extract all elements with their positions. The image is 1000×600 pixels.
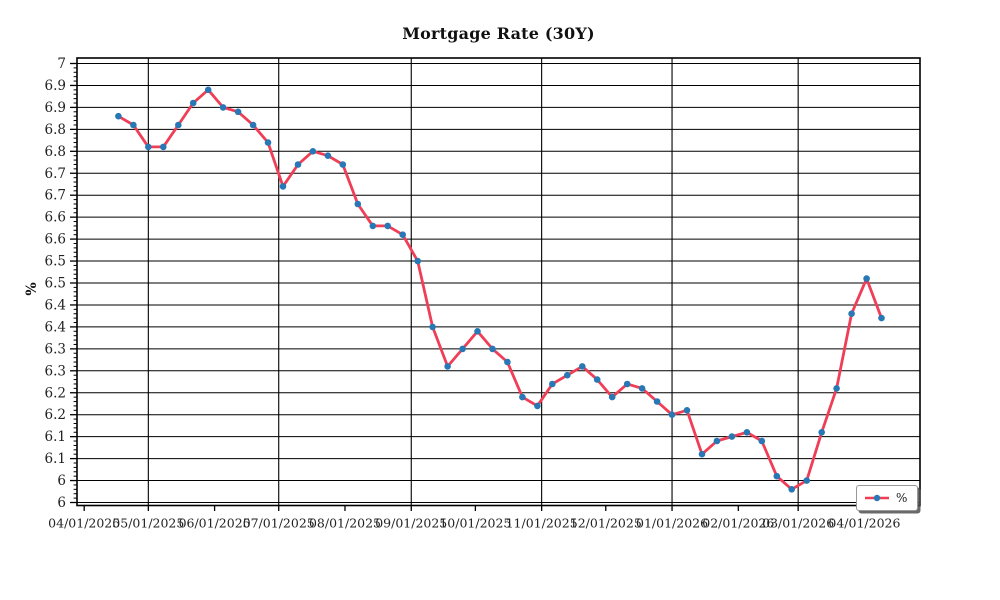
data-point-marker[interactable] (564, 371, 571, 379)
horizontal-gridlines (77, 63, 920, 503)
y-tick-label: 6.9 (45, 78, 66, 94)
data-point-marker[interactable] (175, 121, 182, 129)
data-point-marker[interactable] (593, 376, 601, 383)
y-tick-label: 6.5 (45, 276, 66, 292)
y-tick-label: 6.3 (45, 363, 66, 379)
data-point-marker[interactable] (130, 121, 137, 129)
data-point-marker[interactable] (160, 143, 167, 151)
data-point-marker[interactable] (249, 121, 257, 129)
data-point-marker[interactable] (279, 183, 287, 190)
plot-frame (76, 57, 921, 507)
data-point-marker[interactable] (728, 433, 736, 440)
data-point-marker[interactable] (324, 152, 332, 159)
x-tick-label: 09/01/2025 (375, 516, 447, 531)
data-point-marker[interactable] (399, 231, 407, 238)
y-tick-label: 6.6 (45, 210, 66, 226)
x-tick-label: 10/01/2025 (439, 516, 511, 531)
data-point-marker[interactable] (115, 112, 122, 120)
data-point-marker[interactable] (429, 323, 436, 331)
data-point-marker[interactable] (758, 437, 766, 445)
x-tick-label: 03/01/2026 (762, 516, 834, 531)
data-point-marker[interactable] (773, 472, 781, 480)
y-tick-label: 6.7 (45, 188, 66, 204)
legend[interactable]: % (856, 485, 918, 511)
data-point-marker[interactable] (683, 407, 691, 414)
data-point-marker[interactable] (803, 477, 810, 484)
y-tick-label: 6.6 (45, 232, 66, 248)
data-point-marker[interactable] (219, 104, 227, 111)
y-tick-label: 6.4 (45, 319, 66, 335)
data-point-marker[interactable] (743, 429, 751, 436)
data-point-marker[interactable] (623, 380, 631, 388)
y-tick-label: 6.3 (45, 341, 66, 357)
x-tick-label: 01/01/2026 (636, 516, 708, 531)
data-point-marker[interactable] (189, 99, 197, 107)
data-point-marker[interactable] (878, 314, 885, 322)
y-tick-label: 6 (57, 495, 66, 511)
x-tick-label: 04/01/2025 (48, 516, 120, 531)
data-point-marker[interactable] (474, 328, 481, 335)
y-tick-label: 6.1 (45, 451, 66, 467)
y-tick-label: 6.2 (45, 407, 66, 423)
chart-title: Mortgage Rate (30Y) (402, 24, 595, 43)
y-tick-label: 6.8 (45, 144, 66, 160)
data-point-marker[interactable] (504, 358, 511, 366)
x-tick-label: 02/01/2026 (702, 516, 774, 531)
data-point-marker[interactable] (354, 200, 362, 208)
data-point-marker[interactable] (608, 393, 616, 401)
data-point-marker[interactable] (145, 143, 152, 151)
vertical-gridlines (147, 58, 799, 506)
data-point-marker[interactable] (653, 398, 661, 405)
data-point-marker[interactable] (638, 385, 646, 392)
x-tick-label: 11/01/2025 (506, 516, 578, 531)
data-point-marker[interactable] (579, 363, 586, 370)
data-point-marker[interactable] (369, 222, 377, 230)
data-point-marker[interactable] (234, 108, 242, 116)
data-point-marker[interactable] (489, 345, 496, 353)
x-tick-label: 08/01/2025 (309, 516, 381, 531)
x-tick-label: 06/01/2025 (179, 516, 251, 531)
data-point-marker[interactable] (713, 437, 721, 445)
x-tick-label: 07/01/2025 (243, 516, 315, 531)
data-point-marker[interactable] (788, 486, 795, 493)
y-tick-label: 6.1 (45, 429, 66, 445)
y-tick-label: 7 (57, 56, 66, 72)
y-tick-label: 6.5 (45, 254, 66, 270)
data-point-marker[interactable] (698, 450, 706, 458)
y-tick-label: 6.7 (45, 166, 66, 182)
data-point-marker[interactable] (534, 402, 541, 410)
y-tick-label: 6.9 (45, 100, 66, 116)
y-axis-ticks: 7 6.9 6.9 6.8 6.8 6.7 6.7 6.6 6.6 6.5 6.5 6.4 6.4 6.3… (45, 56, 77, 511)
data-point-marker[interactable] (519, 393, 526, 401)
data-point-marker[interactable] (863, 275, 870, 282)
data-points (115, 86, 885, 493)
data-point-marker[interactable] (833, 385, 840, 392)
data-point-marker[interactable] (204, 86, 212, 94)
data-point-marker[interactable] (339, 161, 347, 168)
y-tick-label: 6 (57, 473, 66, 489)
data-point-marker[interactable] (264, 139, 272, 146)
x-tick-label: 12/01/2025 (570, 516, 642, 531)
legend-line-sample-icon (865, 494, 889, 502)
data-point-marker[interactable] (309, 148, 317, 155)
data-point-marker[interactable] (414, 257, 422, 265)
data-point-marker[interactable] (294, 161, 302, 168)
y-tick-label: 6.4 (45, 297, 66, 313)
x-tick-label: 04/01/2026 (828, 516, 900, 531)
data-point-marker[interactable] (549, 380, 556, 388)
data-point-marker[interactable] (459, 345, 466, 353)
y-tick-label: 6.8 (45, 122, 66, 138)
data-point-marker[interactable] (818, 429, 825, 436)
data-point-marker[interactable] (668, 411, 676, 419)
data-point-marker[interactable] (384, 222, 392, 230)
rate-line (117, 88, 883, 491)
x-axis-ticks: 04/01/202505/01/202506/01/202507/01/2025… (48, 505, 900, 531)
legend-label: % (896, 491, 908, 505)
data-point-marker[interactable] (444, 363, 451, 370)
y-tick-label: 6.2 (45, 385, 66, 401)
data-point-marker[interactable] (848, 310, 855, 318)
x-tick-label: 05/01/2025 (112, 516, 184, 531)
